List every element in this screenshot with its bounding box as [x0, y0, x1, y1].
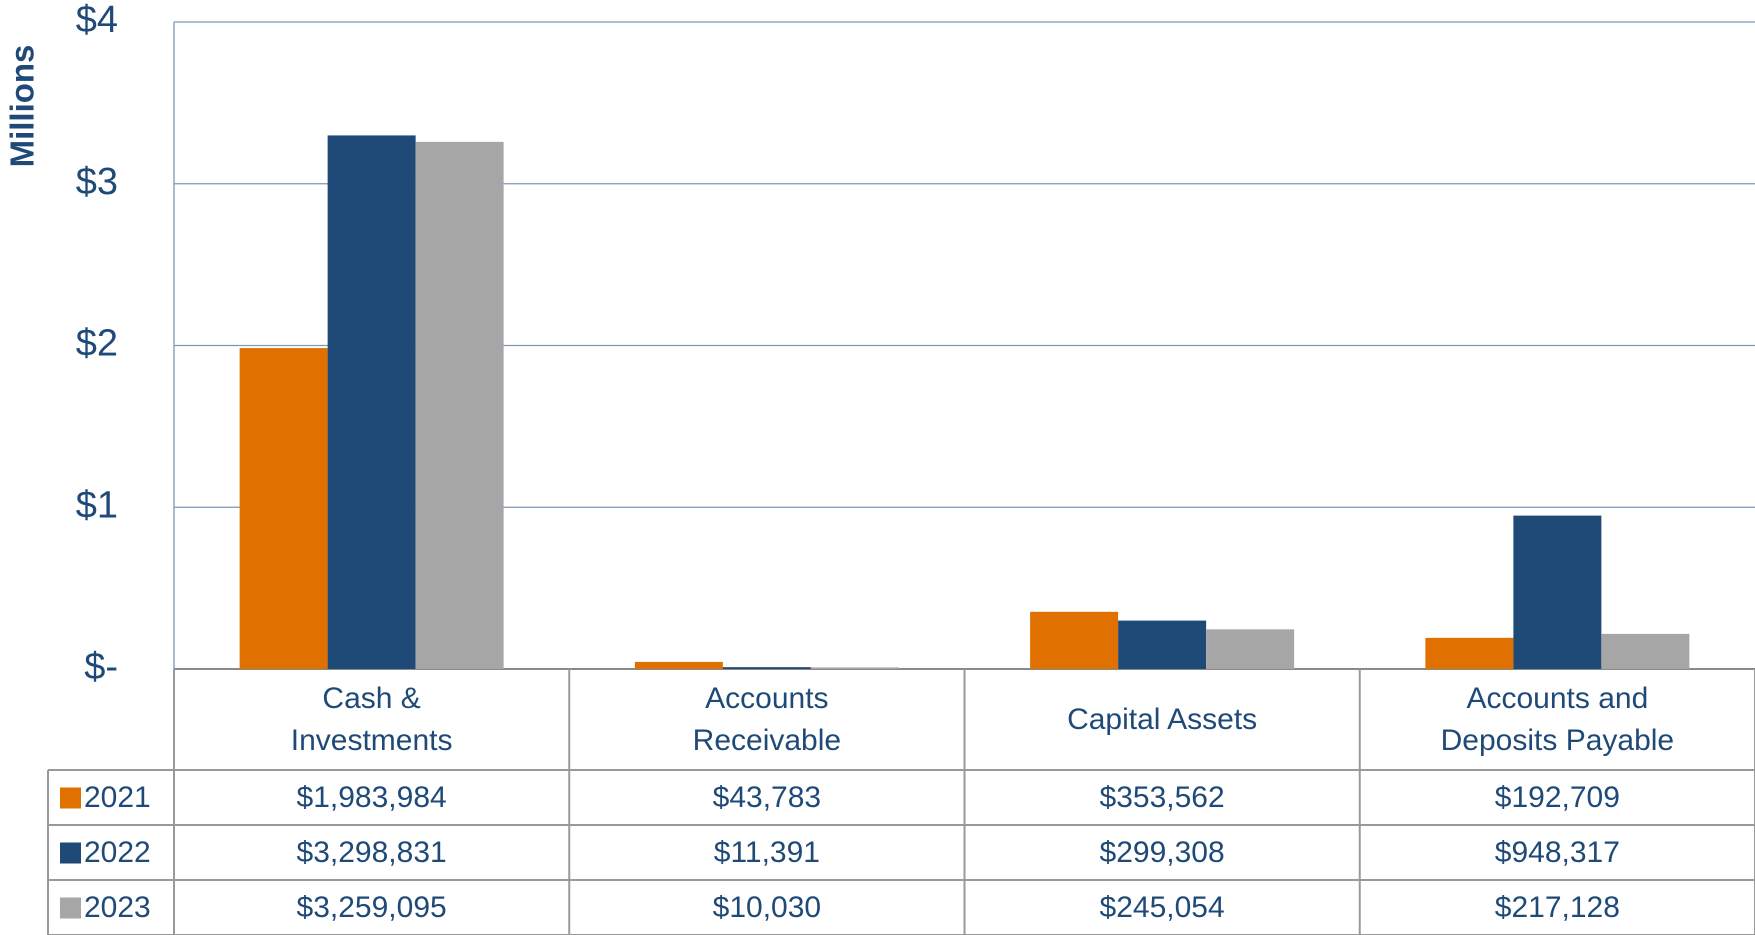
value-label: $3,298,831: [296, 835, 447, 869]
bar: [327, 135, 416, 670]
bar: [1513, 515, 1602, 669]
value-label: $299,308: [1099, 835, 1225, 869]
value-label: $353,562: [1099, 780, 1225, 814]
legend-label: 2023: [84, 890, 151, 924]
legend-swatch: [60, 787, 81, 809]
category-label: Cash & Investments: [290, 681, 453, 757]
y-tick-label: $-: [84, 646, 118, 688]
bar: [1601, 633, 1690, 669]
value-label: $10,030: [712, 890, 822, 924]
value-label: $43,783: [712, 780, 822, 814]
value-label: $3,259,095: [296, 890, 447, 924]
y-axis-label: Millions: [4, 45, 41, 168]
bar: [1425, 637, 1514, 669]
y-tick-label: $1: [76, 484, 118, 526]
value-label: $192,709: [1494, 780, 1620, 814]
bar: [634, 661, 723, 669]
bar: [810, 667, 899, 669]
category-label: Accounts Receivable: [692, 681, 842, 757]
legend-label: 2022: [84, 835, 151, 869]
y-tick-label: $2: [76, 323, 118, 365]
value-label: $217,128: [1494, 890, 1620, 924]
category-label: Accounts and Deposits Payable: [1440, 681, 1675, 757]
bar: [415, 141, 504, 670]
bar: [239, 348, 328, 669]
value-label: $245,054: [1099, 890, 1225, 924]
bar: [1118, 620, 1207, 669]
legend-swatch: [60, 897, 81, 919]
legend-swatch: [60, 842, 81, 864]
y-tick-label: $3: [76, 161, 118, 203]
value-label: $11,391: [713, 835, 820, 869]
bar: [1030, 611, 1119, 669]
value-label: $948,317: [1494, 835, 1620, 869]
value-label: $1,983,984: [296, 780, 447, 814]
bar: [722, 667, 811, 669]
y-tick-label: $4: [76, 0, 118, 41]
category-label: Capital Assets: [1067, 702, 1258, 736]
legend-label: 2021: [84, 780, 151, 814]
bar: [1206, 629, 1295, 669]
